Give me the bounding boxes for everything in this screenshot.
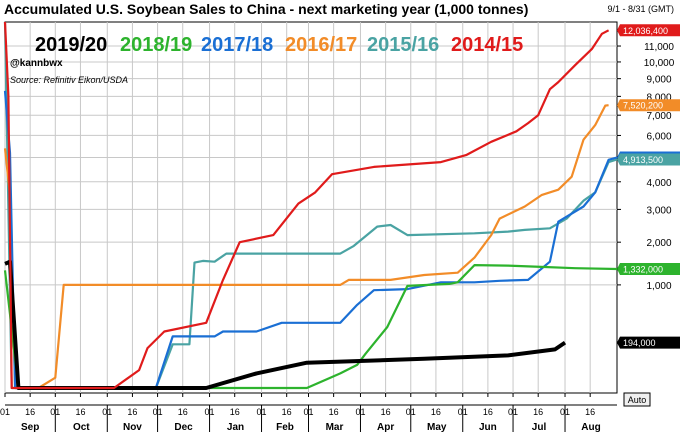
end-label-2019-20: 194,000 — [617, 336, 680, 349]
x-day-label: 16 — [533, 407, 543, 417]
series-end-labels: 194,0001,332,0004,999,4007,520,2004,913,… — [617, 24, 680, 349]
legend: 2019/20 2018/19 2017/18 2016/17 2015/16 2014/… — [35, 34, 523, 56]
legend-item-2016-17: 2016/17 — [285, 34, 357, 56]
x-day-label: 16 — [230, 407, 240, 417]
x-axis: 01 16 01 16 01 16 01 16 01 16 01 16 01 16 01 16 01 16 01 16… — [0, 393, 617, 433]
legend-item-2014-15: 2014/15 — [451, 34, 523, 56]
x-day-label: 16 — [431, 407, 441, 417]
end-label-2016-17: 7,520,200 — [617, 99, 680, 112]
end-label-box — [617, 24, 680, 37]
end-label-2018-19: 1,332,000 — [617, 262, 680, 275]
x-month-label: Sep — [21, 422, 39, 433]
chart-title: Accumulated U.S. Soybean Sales to China … — [4, 1, 528, 17]
end-label-2015-16: 4,913,500 — [617, 153, 680, 166]
y-tick-label: 3,000 — [646, 205, 671, 216]
x-month-label: Oct — [73, 422, 90, 433]
y-tick-label: 7,000 — [646, 111, 671, 122]
end-label-value: 194,000 — [623, 338, 656, 348]
legend-item-2015-16: 2015/16 — [367, 34, 439, 56]
end-label-2014-15: 12,036,400 — [617, 24, 680, 37]
x-day-label: 16 — [178, 407, 188, 417]
x-month-label: Jun — [479, 422, 497, 433]
x-day-label: 16 — [75, 407, 85, 417]
x-month-label: Mar — [326, 422, 344, 433]
x-month-label: Jul — [532, 422, 547, 433]
legend-item-2019-20: 2019/20 — [35, 34, 107, 56]
source-note: Source: Refinitiv Eikon/USDA — [10, 75, 128, 85]
end-label-value: 12,036,400 — [623, 26, 668, 36]
gridlines — [4, 22, 617, 393]
series-line-2017-18 — [3, 90, 618, 390]
x-month-label: May — [427, 422, 447, 433]
x-month-label: Jan — [227, 422, 244, 433]
x-day-label: 01 — [0, 407, 10, 417]
auto-scale-button-box[interactable] — [623, 392, 651, 407]
x-month-label: Feb — [276, 422, 294, 433]
end-label-box — [617, 262, 680, 275]
x-month-label: Aug — [581, 422, 600, 433]
y-tick-label: 6,000 — [646, 131, 671, 142]
y-tick-label: 2,000 — [646, 238, 671, 249]
y-tick-label: 9,000 — [646, 75, 671, 86]
x-month-label: Apr — [377, 422, 394, 433]
legend-item-2017-18: 2017/18 — [201, 34, 273, 56]
auto-scale-button[interactable]: Auto — [623, 392, 651, 407]
end-label-value: 7,520,200 — [623, 101, 663, 111]
series-lines — [3, 21, 618, 390]
y-tick-label: 11,000 — [644, 42, 674, 53]
end-label-value: 1,332,000 — [623, 264, 663, 274]
x-day-label: 16 — [585, 407, 595, 417]
x-day-label: 16 — [483, 407, 493, 417]
series-line-2016-17 — [3, 104, 609, 390]
date-range-label: 9/1 - 8/31 (GMT) — [607, 4, 674, 14]
series-line-2019-20 — [4, 259, 567, 390]
series-line-2014-15 — [3, 21, 610, 390]
auto-scale-label[interactable]: Auto — [628, 395, 647, 405]
author-handle: @kannbwx — [10, 58, 63, 69]
end-label-box — [617, 153, 680, 166]
x-day-label: 16 — [381, 407, 391, 417]
y-axis: 1,0002,0003,0004,0005,0006,0007,0008,000… — [617, 42, 675, 292]
y-tick-label: 4,000 — [646, 178, 671, 189]
end-label-box — [617, 99, 680, 112]
x-day-label: 16 — [282, 407, 292, 417]
end-label-value: 4,913,500 — [623, 155, 663, 165]
end-label-box — [617, 336, 680, 349]
y-tick-label: 1,000 — [646, 281, 671, 292]
series-line-2018-19 — [3, 264, 618, 390]
x-day-label: 16 — [25, 407, 35, 417]
x-month-label: Nov — [123, 422, 142, 433]
y-tick-label: 8,000 — [646, 92, 671, 103]
x-day-label: 16 — [127, 407, 137, 417]
y-tick-label: 10,000 — [644, 58, 675, 69]
x-month-label: Dec — [174, 422, 193, 433]
x-day-label: 16 — [329, 407, 339, 417]
legend-item-2018-19: 2018/19 — [120, 34, 192, 56]
